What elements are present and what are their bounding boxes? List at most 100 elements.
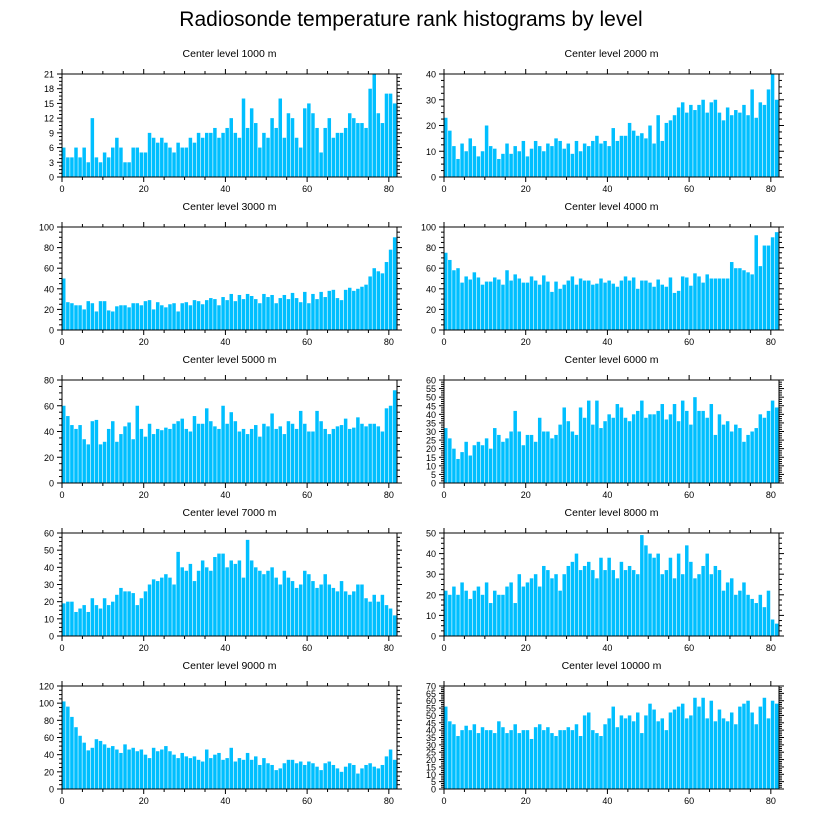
histogram-bar xyxy=(266,570,270,636)
histogram-bar xyxy=(176,142,180,177)
histogram-bar xyxy=(249,759,254,789)
histogram-bar xyxy=(127,422,131,483)
y-tick-label: 30 xyxy=(426,427,436,437)
histogram-bar xyxy=(290,581,295,636)
histogram-bar xyxy=(70,157,74,177)
histogram-bar xyxy=(147,758,152,789)
histogram-bar xyxy=(217,305,221,330)
histogram-bar xyxy=(448,130,452,177)
histogram-bar xyxy=(713,434,718,483)
histogram-bar xyxy=(546,727,550,789)
histogram-bar xyxy=(517,278,522,330)
histogram-bar xyxy=(184,570,189,636)
histogram-bar xyxy=(774,232,779,330)
y-tick-label: 35 xyxy=(426,418,436,428)
histogram-bar xyxy=(574,724,579,789)
histogram-bar xyxy=(627,280,632,330)
y-tick-label: 60 xyxy=(426,696,436,706)
histogram-bar xyxy=(360,768,364,789)
histogram-bar xyxy=(513,410,517,483)
histogram-bar xyxy=(82,605,86,636)
histogram-bar xyxy=(303,108,307,177)
histogram-bar xyxy=(303,570,307,636)
histogram-bar xyxy=(619,715,624,789)
histogram-bar xyxy=(501,284,505,330)
x-tick-label: 60 xyxy=(684,184,694,194)
histogram-bar xyxy=(335,768,340,789)
histogram-bar xyxy=(164,307,168,330)
histogram-bar xyxy=(307,431,311,483)
histogram-bar xyxy=(184,302,189,330)
histogram-bar xyxy=(774,99,779,177)
histogram-bar xyxy=(233,563,238,636)
histogram-bar xyxy=(631,570,636,636)
histogram-bar xyxy=(558,140,562,177)
histogram-bar xyxy=(713,278,718,330)
chart-panel-5: Center level 5000 m 0 20 40 60 80 0 20 40 60 80 xyxy=(44,354,402,500)
histogram-bar xyxy=(448,721,452,789)
histogram-bar xyxy=(762,245,767,330)
histogram-bar xyxy=(70,716,74,789)
y-tick-label: 0 xyxy=(49,173,54,183)
histogram-bar xyxy=(339,132,344,177)
histogram-bar xyxy=(721,590,726,636)
histogram-bar xyxy=(98,608,103,636)
histogram-bar xyxy=(388,249,393,330)
histogram-bar xyxy=(636,410,640,483)
histogram-bar xyxy=(278,98,283,177)
y-tick-label: 60 xyxy=(44,401,54,411)
histogram-bar xyxy=(525,730,530,789)
histogram-bar xyxy=(184,147,189,177)
histogram-bar xyxy=(139,428,144,483)
histogram-bar xyxy=(464,725,468,789)
histogram-bar xyxy=(368,276,372,330)
histogram-bar xyxy=(652,286,656,330)
histogram-bar xyxy=(627,715,632,789)
histogram-bar xyxy=(685,277,689,330)
histogram-bar xyxy=(582,280,587,330)
histogram-bar xyxy=(249,560,254,636)
histogram-bar xyxy=(709,404,714,483)
histogram-bar xyxy=(619,135,624,177)
histogram-bar xyxy=(631,414,636,483)
histogram-bar xyxy=(106,747,111,789)
histogram-bar xyxy=(586,146,591,177)
histogram-bar xyxy=(196,759,201,789)
histogram-bar xyxy=(509,280,513,330)
y-tick-label: 55 xyxy=(426,704,436,714)
histogram-bar xyxy=(595,578,599,636)
histogram-bar xyxy=(278,768,283,789)
histogram-bar xyxy=(660,574,665,636)
histogram-bar xyxy=(347,763,352,789)
histogram-bar xyxy=(676,290,681,330)
histogram-bar xyxy=(388,608,393,636)
histogram-bar xyxy=(155,302,160,330)
histogram-bar xyxy=(213,426,217,483)
histogram-bar xyxy=(360,123,364,177)
histogram-bar xyxy=(380,594,385,636)
histogram-bar xyxy=(278,426,283,483)
y-tick-label: 80 xyxy=(426,243,436,253)
histogram-bar xyxy=(204,749,209,789)
histogram-bar xyxy=(672,292,677,330)
histogram-bar xyxy=(484,281,489,330)
histogram-bar xyxy=(213,754,217,789)
histogram-bar xyxy=(591,140,595,177)
histogram-bar xyxy=(758,102,763,177)
histogram-bar xyxy=(180,147,184,177)
x-tick-label: 80 xyxy=(766,184,776,194)
histogram-bar xyxy=(656,279,660,330)
histogram-bar xyxy=(705,112,709,178)
histogram-bar xyxy=(721,718,726,789)
y-tick-label: 100 xyxy=(421,223,436,233)
histogram-bar xyxy=(94,157,99,177)
histogram-bar xyxy=(286,577,291,636)
histogram-bar xyxy=(582,143,587,177)
histogram-bar xyxy=(742,703,746,789)
histogram-bar xyxy=(574,553,579,636)
histogram-bar xyxy=(376,271,381,330)
histogram-bar xyxy=(578,151,583,177)
histogram-bar xyxy=(505,733,509,789)
histogram-bar xyxy=(472,590,477,636)
histogram-bar xyxy=(327,290,332,330)
